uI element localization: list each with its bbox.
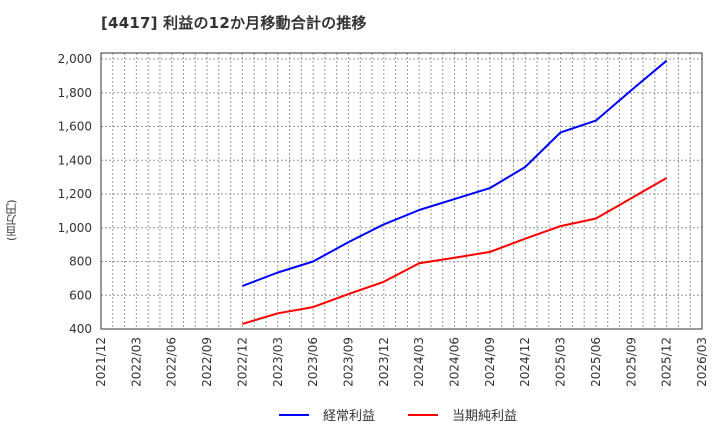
x-tick-label: 2025/09	[624, 337, 638, 387]
y-tick-label: 400	[69, 322, 92, 336]
chart-title: [4417] 利益の12か月移動合計の推移	[101, 14, 367, 32]
x-tick-label: 2023/03	[271, 337, 285, 387]
x-axis-ticks: 2021/12 2022/03 2022/06 2022/09 2022/12 2023/…	[94, 337, 709, 387]
y-tick-label: 600	[69, 288, 92, 302]
grid-lines	[101, 53, 702, 329]
series-line	[242, 177, 668, 325]
x-tick-label: 2024/09	[483, 337, 497, 387]
y-tick-label: 1,000	[58, 221, 92, 235]
y-tick-label: 1,400	[58, 153, 92, 167]
y-axis-ticks: 400 600 800 1,000 1,200 1,400 1,600 1,800 2,000	[58, 52, 92, 336]
legend: 経常利益 当期純利益	[0, 405, 720, 427]
x-tick-label: 2021/12	[94, 337, 108, 387]
chart-plot-area: 4006008001,0001,2001,4001,6001,8002,000 …	[58, 52, 709, 387]
y-tick-label: 1,600	[58, 120, 92, 134]
y-tick-label: 1,800	[58, 86, 92, 100]
plot-frame	[100, 52, 703, 330]
x-tick-label: 2024/12	[518, 337, 532, 387]
x-tick-label: 2025/12	[660, 337, 674, 387]
y-tick-label: 1,200	[58, 187, 92, 201]
legend-swatch-blue-line-icon	[279, 413, 309, 416]
legend-label: 当期純利益	[452, 409, 518, 424]
y-tick-label: 2,000	[58, 52, 92, 66]
series-line	[242, 59, 668, 287]
x-tick-label: 2023/09	[341, 337, 355, 387]
x-tick-label: 2024/06	[448, 337, 462, 387]
data-lines	[242, 59, 668, 325]
x-tick-label: 2022/06	[165, 337, 179, 387]
x-tick-label: 2022/03	[129, 337, 143, 387]
legend-item-ordinary-profit: 経常利益	[279, 405, 375, 424]
y-tick-label: 800	[69, 255, 92, 269]
legend-swatch-red-line-icon	[408, 413, 438, 416]
legend-item-net-profit: 当期純利益	[408, 405, 517, 424]
x-tick-label: 2025/03	[554, 337, 568, 387]
x-tick-label: 2024/03	[412, 337, 426, 387]
x-tick-label: 2022/09	[200, 337, 214, 387]
x-tick-label: 2022/12	[235, 337, 249, 387]
legend-label: 経常利益	[323, 409, 376, 424]
x-tick-label: 2026/03	[695, 337, 709, 387]
x-tick-label: 2025/06	[589, 337, 603, 387]
x-tick-label: 2023/06	[306, 337, 320, 387]
x-tick-label: 2023/12	[377, 337, 391, 387]
